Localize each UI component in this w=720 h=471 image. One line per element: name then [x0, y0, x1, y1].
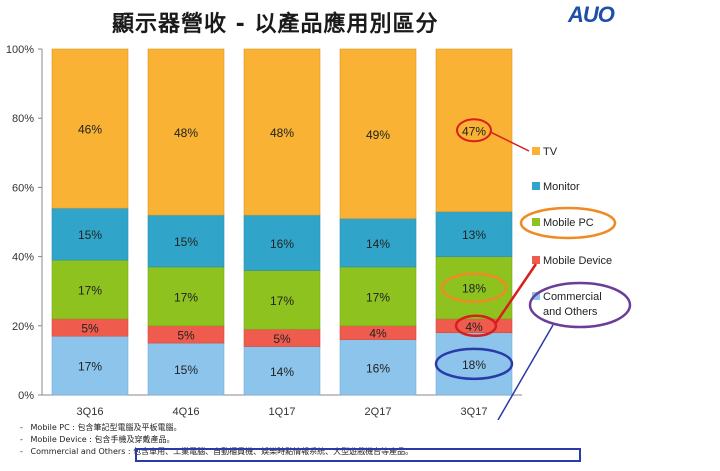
- data-label: 18%: [462, 282, 486, 296]
- highlight-commercial-circle: [434, 347, 514, 381]
- footnote-commercial: - Commercial and Others : 包含車用、工業電腦、自動櫃員…: [20, 447, 414, 456]
- legend-label: Mobile Device: [543, 255, 612, 267]
- x-tick-label: 3Q16: [77, 406, 104, 418]
- data-label: 14%: [366, 237, 390, 251]
- highlight-tv-connector: [490, 131, 530, 152]
- data-label: 17%: [78, 283, 102, 297]
- legend-swatch: [532, 256, 540, 264]
- bar-segment-commercial-and-others-3q17: [435, 332, 513, 396]
- highlight-mobile-device-connector: [494, 263, 538, 324]
- y-tick-label: 100%: [6, 44, 34, 56]
- bar-segment-tv-3q17: [435, 48, 513, 212]
- footnote-mobile-device: - Mobile Device : 包含手機及穿戴產品。: [20, 435, 175, 444]
- footnote-mobile-pc: - Mobile PC : 包含筆記型電腦及平板電腦。: [20, 423, 182, 432]
- bar-segment-commercial-and-others-3q16: [51, 335, 129, 396]
- bar-segment-commercial-and-others-1q17: [243, 346, 321, 396]
- revenue-stacked-bar-chart: 0% 20% 40% 60% 80% 100% 17% 5% 17% 15% 46% 3Q16 15%…: [6, 44, 632, 420]
- highlight-commercial-footnote-connector: [497, 324, 554, 420]
- legend-label: Monitor: [543, 181, 580, 193]
- data-label: 13%: [462, 228, 486, 242]
- bar-segment-mobile-pc-4q16: [147, 266, 225, 327]
- highlight-mobile-pc-circle: [440, 272, 508, 303]
- bar-segment-commercial-and-others-2q17: [339, 339, 417, 396]
- y-tick-label: 80%: [12, 113, 34, 125]
- x-tick-label: 1Q17: [269, 406, 296, 418]
- data-label: 17%: [78, 360, 102, 374]
- bar-segment-mobile-pc-3q17: [435, 256, 513, 320]
- data-label: 47%: [462, 124, 486, 138]
- legend-label: TV: [543, 146, 558, 158]
- x-tick-label: 2Q17: [365, 406, 392, 418]
- bar-segment-mobile-pc-2q17: [339, 266, 417, 327]
- data-label: 15%: [174, 363, 198, 377]
- data-label: 17%: [174, 290, 198, 304]
- bar-segment-commercial-and-others-4q16: [147, 342, 225, 396]
- data-label: 49%: [366, 128, 390, 142]
- bar-segment-tv-2q17: [339, 48, 417, 219]
- data-label: 16%: [366, 361, 390, 375]
- bar-segment-tv-3q16: [51, 48, 129, 209]
- legend-swatch: [532, 182, 540, 190]
- data-label: 14%: [270, 365, 294, 379]
- data-label: 4%: [465, 320, 483, 334]
- legend-swatch: [532, 218, 540, 226]
- data-label: 46%: [78, 123, 102, 137]
- bar-segment-monitor-3q17: [435, 211, 513, 257]
- bar-segment-mobile-pc-3q16: [51, 259, 129, 320]
- y-tick-label: 0%: [18, 390, 34, 402]
- data-label: 17%: [366, 290, 390, 304]
- bar-segment-monitor-2q17: [339, 218, 417, 268]
- highlight-mobile-pc-legend: [519, 206, 617, 240]
- data-label: 5%: [177, 328, 195, 342]
- x-tick-label: 4Q16: [173, 406, 200, 418]
- data-label: 18%: [462, 358, 486, 372]
- data-label: 48%: [174, 126, 198, 140]
- data-label: 15%: [174, 235, 198, 249]
- legend-label: Commercial: [543, 291, 602, 303]
- data-label: 5%: [81, 322, 99, 336]
- data-label: 48%: [270, 126, 294, 140]
- y-tick-label: 40%: [12, 252, 34, 264]
- bar-segment-tv-1q17: [243, 48, 321, 216]
- data-label: 16%: [270, 237, 294, 251]
- x-tick-label: 3Q17: [461, 406, 488, 418]
- bar-segment-monitor-3q16: [51, 207, 129, 261]
- bar-segment-tv-4q16: [147, 48, 225, 216]
- highlight-commercial-legend: [528, 281, 632, 329]
- bar-segment-mobile-pc-1q17: [243, 270, 321, 330]
- page-title: 顯示器營收 - 以產品應用別區分: [112, 12, 439, 37]
- legend-swatch: [532, 147, 540, 155]
- data-label: 5%: [273, 332, 291, 346]
- highlight-tv-circle: [456, 118, 492, 143]
- highlight-mobile-device-circle: [454, 314, 498, 338]
- company-logo: AUO: [568, 2, 615, 27]
- bar-segment-monitor-4q16: [147, 214, 225, 268]
- legend-label: Mobile PC: [543, 217, 594, 229]
- data-label: 17%: [270, 294, 294, 308]
- footnotes: - Mobile PC : 包含筆記型電腦及平板電腦。 - Mobile Dev…: [20, 422, 710, 458]
- y-tick-label: 60%: [12, 182, 34, 194]
- legend-label-cont: and Others: [543, 306, 598, 318]
- data-label: 4%: [369, 327, 387, 341]
- data-label: 15%: [78, 228, 102, 242]
- y-tick-label: 20%: [12, 321, 34, 333]
